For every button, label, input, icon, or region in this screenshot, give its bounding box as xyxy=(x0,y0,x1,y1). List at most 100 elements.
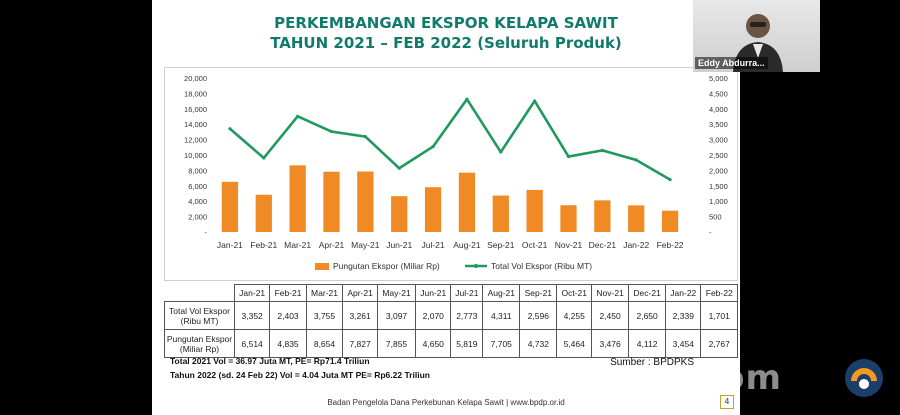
zoom-watermark: zoom xyxy=(676,358,782,398)
bar xyxy=(424,187,442,232)
x-tick-label: Jun-21 xyxy=(386,240,412,250)
table-header-cell: Feb-22 xyxy=(700,284,738,302)
x-tick-label: Jan-21 xyxy=(217,240,243,250)
table-cell-vol: 2,596 xyxy=(519,301,558,330)
y-right-tick-label: 2,000 xyxy=(709,166,728,175)
y-right-tick-label: 2,500 xyxy=(709,151,728,160)
table-header-cell: Jun-21 xyxy=(415,284,452,302)
y-left-tick-label: 12,000 xyxy=(184,136,207,145)
table-cell-vol: 4,311 xyxy=(482,301,521,330)
bar xyxy=(391,196,408,232)
table-header-cell: Jan-22 xyxy=(665,284,702,302)
table-cell-pe: 2,767 xyxy=(700,329,738,358)
y-left-tick-label: 4,000 xyxy=(188,197,207,206)
table-cell-vol: 2,403 xyxy=(269,301,307,330)
line-point xyxy=(566,154,571,159)
y-left-tick-label: 2,000 xyxy=(188,213,207,222)
line-point xyxy=(296,114,300,118)
table-header-cell: Sep-21 xyxy=(519,284,558,302)
chart-area: - 2,000 4,000 6,000 8,000 10,000 12,000 14,000 1… xyxy=(164,67,738,281)
slide-subtitle: TAHUN 2021 – FEB 2022 (Seluruh Produk) xyxy=(270,34,622,52)
combo-chart: - 2,000 4,000 6,000 8,000 10,000 12,000 14,000 1… xyxy=(184,74,728,271)
bar xyxy=(661,210,679,232)
table-cell-vol: 2,070 xyxy=(415,301,452,330)
table-header-cell: May-21 xyxy=(376,284,417,302)
table-header-cell: Jan-21 xyxy=(233,284,271,302)
participant-video-tile[interactable]: Eddy Abdurra... xyxy=(693,0,820,72)
table-cell-vol: 3,261 xyxy=(342,301,378,330)
line-point xyxy=(465,97,469,101)
legend-label-bar: Pungutan Ekspor (Miliar Rp) xyxy=(333,261,440,271)
x-tick-label: Dec-21 xyxy=(589,240,617,250)
y-left-tick-label: - xyxy=(205,228,208,237)
table-header-cell: Jul-21 xyxy=(450,284,484,302)
table-cell-pe: 4,650 xyxy=(415,329,452,358)
x-tick-label: Feb-21 xyxy=(250,240,277,250)
bar xyxy=(628,205,645,232)
table-cell-pe: 6,514 xyxy=(233,329,271,358)
table-cell-pe: 3,454 xyxy=(665,329,702,358)
line-point xyxy=(668,178,672,182)
table-row-pe: Pungutan Ekspor (Miliar Rp) 6,514 4,835 8,… xyxy=(164,329,738,358)
x-tick-label: Aug-21 xyxy=(453,240,481,250)
table-header-cell: Nov-21 xyxy=(591,284,630,302)
y-right-tick-label: 4,500 xyxy=(709,89,728,98)
line-point xyxy=(600,148,604,152)
table-cell-pe: 7,855 xyxy=(376,329,417,358)
bar xyxy=(594,200,611,232)
table-cell-pe: 8,654 xyxy=(305,329,344,358)
table-cell-pe: 7,827 xyxy=(342,329,378,358)
y-right-tick-label: 3,500 xyxy=(709,120,728,129)
table-cell-vol: 3,097 xyxy=(376,301,417,330)
bar xyxy=(492,195,509,232)
table-cell-vol: 2,773 xyxy=(450,301,484,330)
bar xyxy=(458,172,476,232)
table-cell-pe: 4,732 xyxy=(519,329,558,358)
table-header-cell: Oct-21 xyxy=(556,284,593,302)
x-tick-label: Jul-21 xyxy=(421,240,444,250)
table-cell-pe: 5,464 xyxy=(556,329,593,358)
table-cell-pe: 3,476 xyxy=(591,329,630,358)
summary-note-2021: Total 2021 Vol = 36.97 Juta MT, PE= Rp71… xyxy=(170,356,370,366)
y-right-tick-label: 1,000 xyxy=(709,197,728,206)
y-right-tick-label: 500 xyxy=(709,213,722,222)
slide-footer: Badan Pengelola Dana Perkebunan Kelapa S… xyxy=(327,398,565,407)
y-left-tick-label: 16,000 xyxy=(184,105,207,114)
line-point xyxy=(499,150,503,154)
legend-swatch-bar xyxy=(315,263,329,270)
presentation-slide: PERKEMBANGAN EKSPOR KELAPA SAWIT TAHUN 2… xyxy=(152,0,740,415)
line-point xyxy=(431,144,435,149)
bar xyxy=(289,165,306,232)
y-right-tick-label: - xyxy=(709,228,712,237)
y-right-tick-label: 4,000 xyxy=(709,105,728,114)
y-left-tick-label: 10,000 xyxy=(184,151,207,160)
table-cell-vol: 2,339 xyxy=(665,301,702,330)
y-left-tick-label: 6,000 xyxy=(188,182,207,191)
line-point xyxy=(262,156,266,160)
legend-marker-line xyxy=(474,264,478,268)
app-logo-icon xyxy=(845,359,883,397)
line-point xyxy=(363,135,367,139)
y-left-tick-label: 20,000 xyxy=(184,74,207,83)
x-tick-label: Jan-22 xyxy=(623,240,649,250)
x-tick-label: Feb-22 xyxy=(657,240,684,250)
bar xyxy=(560,205,577,232)
table-header-cell: Aug-21 xyxy=(482,284,521,302)
y-right-tick-label: 5,000 xyxy=(709,74,728,83)
table-row-vol: Total Vol Ekspor (Ribu MT) 3,352 2,403 3,7… xyxy=(164,301,738,330)
table-cell-vol: 2,650 xyxy=(628,301,667,330)
bar xyxy=(323,171,340,232)
table-corner-cell xyxy=(164,284,235,302)
summary-note-2022: Tahun 2022 (sd. 24 Feb 22) Vol = 4.04 Ju… xyxy=(170,370,430,380)
table-cell-vol: 4,255 xyxy=(556,301,593,330)
line-point xyxy=(397,166,401,170)
table-cell-pe: 4,835 xyxy=(269,329,307,358)
data-table: Jan-21 Feb-21 Mar-21 Apr-21 May-21 Jun-21 Jul-… xyxy=(164,284,738,358)
table-cell-pe: 7,705 xyxy=(482,329,521,358)
bar xyxy=(526,189,543,232)
x-tick-label: May-21 xyxy=(351,240,380,250)
y-left-tick-label: 14,000 xyxy=(184,120,207,129)
series-line xyxy=(229,97,671,181)
page-number: 4 xyxy=(720,395,734,409)
